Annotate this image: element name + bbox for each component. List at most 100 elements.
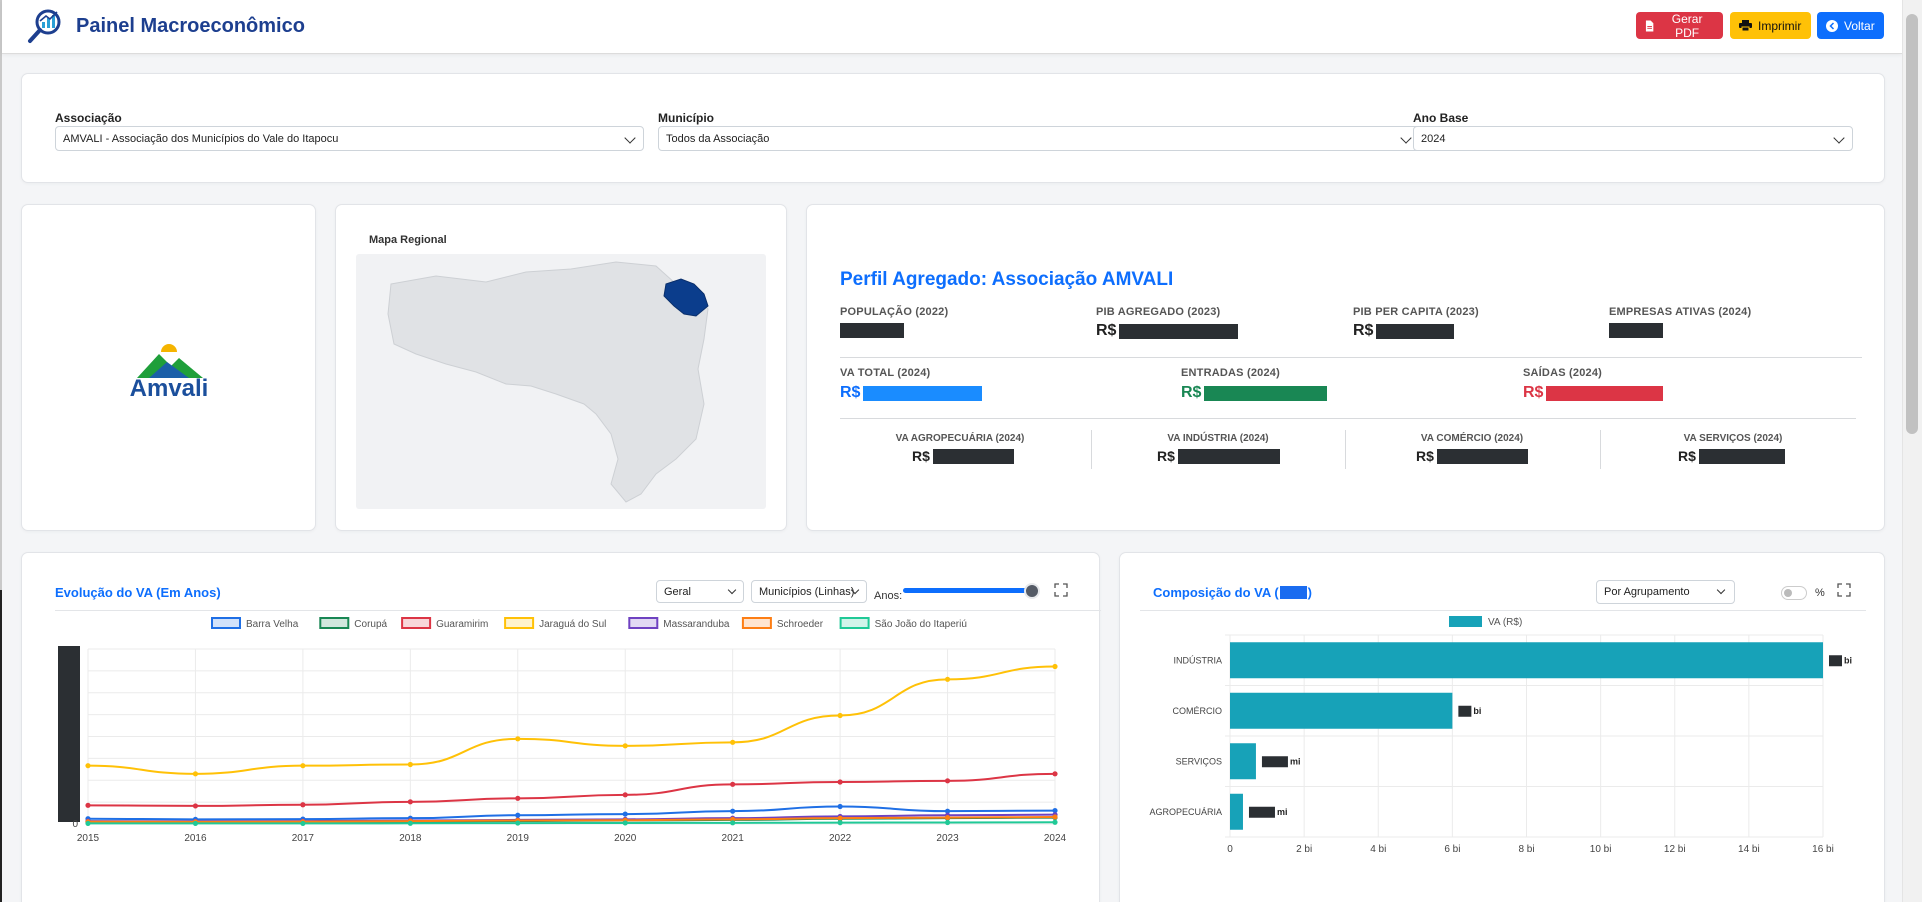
window-edge	[0, 0, 2, 902]
generate-pdf-button[interactable]: Gerar PDF	[1636, 11, 1723, 40]
logo-card: Amvali	[21, 204, 316, 531]
print-button[interactable]: Imprimir	[1730, 12, 1811, 39]
years-label: Anos:	[874, 590, 903, 602]
top-navbar: Painel Macroeconômico Gerar PDF Imprimir…	[2, 0, 1902, 54]
legend-swatch	[839, 617, 870, 629]
page-scrollbar-thumb[interactable]	[1906, 14, 1918, 434]
y-tick-label: 0	[72, 819, 78, 830]
series-point	[300, 802, 306, 808]
x-tick-label: 14 bi	[1738, 844, 1760, 853]
va-services-value: R$	[1678, 448, 1785, 464]
x-tick-label: 0	[1227, 844, 1233, 853]
bar	[1230, 793, 1243, 830]
chevron-down-icon	[1400, 132, 1412, 144]
years-slider-handle[interactable]	[1024, 583, 1040, 599]
composition-title: Composição do VA ( )	[1153, 585, 1312, 600]
series-point	[85, 820, 91, 827]
generate-pdf-label: Gerar PDF	[1671, 11, 1703, 40]
evolution-title: Evolução do VA (Em Anos)	[55, 585, 221, 600]
series-point	[407, 799, 413, 805]
percent-toggle[interactable]	[1781, 586, 1807, 600]
series-point	[837, 712, 843, 719]
x-tick-label: 2023	[936, 833, 959, 844]
x-tick-label: 2024	[1044, 833, 1067, 844]
legend-swatch	[628, 617, 659, 629]
divider	[1091, 430, 1092, 469]
series-line	[87, 772, 1056, 807]
expand-icon[interactable]	[1837, 583, 1851, 597]
legend-label: Barra Velha	[246, 619, 299, 630]
series-point	[85, 763, 91, 769]
evolution-card: Evolução do VA (Em Anos) Geral Município…	[21, 552, 1101, 902]
window-edge-dark	[0, 590, 2, 902]
municipality-select[interactable]: Todos da Associação	[658, 126, 1420, 151]
entradas-value: R$	[1181, 384, 1328, 402]
redacted-value	[1436, 448, 1528, 464]
view-mode-select[interactable]: Municípios (Linhas)	[751, 580, 867, 603]
toggle-knob	[1784, 589, 1792, 597]
series-point	[515, 795, 521, 801]
x-tick-label: 2022	[829, 833, 852, 844]
expand-icon[interactable]	[1054, 583, 1068, 597]
divider	[1345, 430, 1346, 469]
redacted-value	[1609, 323, 1663, 338]
amvali-logo: Amvali	[130, 344, 209, 398]
back-button[interactable]: Voltar	[1817, 12, 1884, 39]
redacted-value	[1698, 448, 1785, 464]
series-line	[87, 821, 1056, 825]
legend-swatch	[319, 617, 350, 629]
grouping-select[interactable]: Por Agrupamento	[1596, 580, 1735, 604]
x-tick-label: 2020	[614, 833, 637, 844]
series-point	[622, 820, 628, 826]
va-evolution-line-chart[interactable]: Barra Velha Corupá Guaramirim Jaraguá do Su…	[22, 613, 1101, 853]
logo-text: Amvali	[130, 375, 209, 398]
x-tick-label: 4 bi	[1370, 844, 1386, 853]
years-slider-track[interactable]	[903, 588, 1031, 593]
x-tick-label: 12 bi	[1664, 844, 1686, 853]
redacted-value	[1261, 756, 1288, 768]
chevron-down-icon	[1833, 132, 1845, 144]
base-year-select[interactable]: 2024	[1413, 126, 1853, 151]
association-label: Associação	[55, 111, 122, 125]
map-canvas[interactable]	[356, 254, 766, 509]
va-type-value: Geral	[664, 585, 691, 598]
va-total-value: R$	[840, 384, 983, 402]
va-composition-bar-chart[interactable]: VA (R$) 0 2 bi 4 bi 6 bi 8 bi 10 bi 12 bi 14 bi 1…	[1120, 613, 1886, 853]
series-line	[87, 805, 1056, 821]
series-point	[1052, 819, 1058, 825]
divider	[55, 610, 1101, 611]
series-point	[300, 820, 306, 827]
va-agro-value: R$	[912, 448, 1014, 464]
filters-card: Associação AMVALI - Associação dos Munic…	[21, 73, 1885, 183]
legend-swatch	[504, 617, 535, 629]
composition-title-text: Composição do VA (	[1153, 585, 1279, 600]
page-title: Painel Macroeconômico	[76, 15, 305, 37]
redacted-value	[1248, 806, 1275, 818]
series-point	[622, 811, 628, 817]
series-point	[300, 763, 306, 769]
composition-card: Composição do VA ( ) Por Agrupamento % V…	[1119, 552, 1885, 902]
va-agro-label: VA AGROPECUÁRIA (2024)	[895, 433, 1025, 444]
x-tick-label: 2018	[399, 833, 422, 844]
series-line	[87, 665, 1056, 775]
base-year-label: Ano Base	[1413, 111, 1469, 125]
series-point	[837, 815, 843, 821]
view-mode-value: Municípios (Linhas)	[759, 585, 855, 598]
redacted-value	[1279, 586, 1307, 599]
series-point	[515, 820, 521, 826]
legend-label: Corupá	[354, 619, 387, 630]
redacted-value	[863, 385, 983, 401]
va-commerce-label: VA COMÉRCIO (2024)	[1420, 433, 1524, 444]
x-tick-label: 2021	[722, 833, 745, 844]
saidas-label: SAÍDAS (2024)	[1523, 367, 1603, 379]
x-tick-label: 2 bi	[1296, 844, 1312, 853]
bar	[1230, 642, 1823, 679]
municipality-label: Município	[658, 111, 714, 125]
pdf-file-icon	[1645, 19, 1654, 32]
association-select[interactable]: AMVALI - Associação dos Municípios do Va…	[55, 126, 644, 151]
series-point	[622, 743, 628, 749]
value-unit-label: bi	[1844, 655, 1852, 665]
arrow-left-circle-icon	[1826, 19, 1838, 32]
va-type-select[interactable]: Geral	[656, 580, 744, 603]
x-tick-label: 2019	[507, 833, 530, 844]
